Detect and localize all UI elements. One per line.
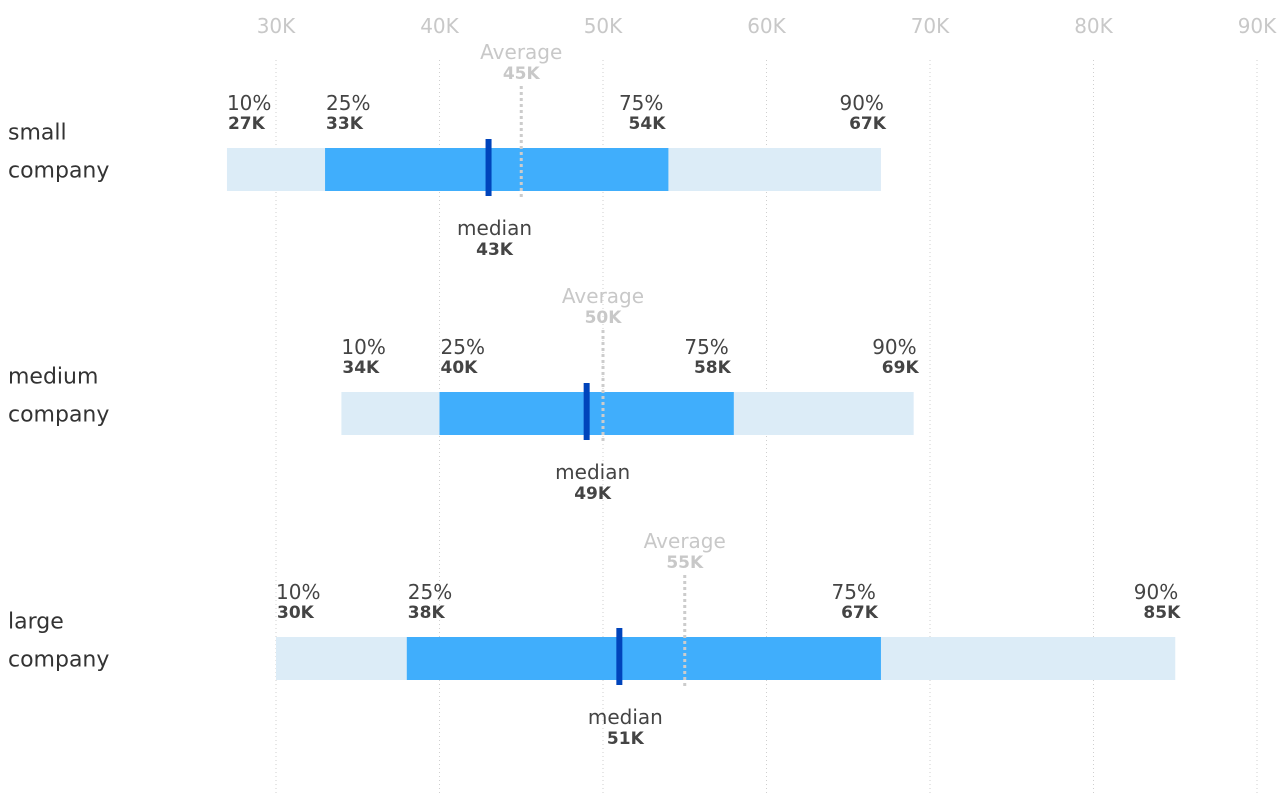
p10-value: 34K — [342, 358, 380, 378]
category-label-line: small — [8, 121, 67, 146]
p75-value: 54K — [629, 114, 667, 134]
p90-value: 85K — [1143, 603, 1181, 623]
p90-value: 67K — [849, 114, 887, 134]
x-axis-tick-labels: 30K 40K 50K 60K 70K 80K 90K — [257, 14, 1277, 38]
p25-title: 25% — [441, 335, 485, 359]
p10-value: 30K — [277, 603, 315, 623]
category-label-line: company — [8, 648, 109, 673]
p25-title: 25% — [326, 91, 370, 115]
x-tick-label: 70K — [911, 14, 950, 38]
p10-title: 10% — [227, 91, 271, 115]
p90-value: 69K — [882, 358, 920, 378]
average-title: Average — [562, 284, 644, 308]
p90-title: 90% — [1134, 580, 1178, 604]
x-tick-label: 40K — [420, 14, 459, 38]
p10-title: 10% — [341, 335, 385, 359]
p90-title: 90% — [839, 91, 883, 115]
median-marker — [583, 383, 590, 440]
x-tick-label: 80K — [1074, 14, 1113, 38]
median-marker — [485, 139, 492, 196]
p25-value: 38K — [408, 603, 446, 623]
category-label-line: company — [8, 403, 109, 428]
median-value: 51K — [607, 729, 645, 749]
category-rows: smallcompanyAverage45Kmedian43K10%27K25%… — [8, 40, 1181, 749]
p75-title: 75% — [684, 335, 728, 359]
range-bar-25-75 — [325, 148, 669, 191]
p75-value: 58K — [694, 358, 732, 378]
p25-value: 33K — [326, 114, 364, 134]
average-title: Average — [480, 40, 562, 64]
average-value: 50K — [585, 308, 623, 328]
p10-title: 10% — [276, 580, 320, 604]
median-value: 49K — [574, 484, 612, 504]
median-value: 43K — [476, 240, 514, 260]
p25-value: 40K — [441, 358, 479, 378]
median-title: median — [588, 705, 663, 729]
median-marker — [616, 628, 623, 685]
category-label-line: large — [8, 610, 64, 635]
p75-title: 75% — [619, 91, 663, 115]
x-tick-label: 50K — [584, 14, 623, 38]
category-label-line: company — [8, 159, 109, 184]
average-title: Average — [644, 529, 726, 553]
range-bar-25-75 — [406, 637, 881, 680]
median-title: median — [555, 460, 630, 484]
p25-title: 25% — [408, 580, 452, 604]
p90-title: 90% — [872, 335, 916, 359]
x-tick-label: 90K — [1238, 14, 1277, 38]
p10-value: 27K — [228, 114, 266, 134]
x-tick-label: 60K — [747, 14, 786, 38]
x-tick-label: 30K — [257, 14, 296, 38]
p75-title: 75% — [831, 580, 875, 604]
average-value: 55K — [666, 553, 704, 573]
p75-value: 67K — [841, 603, 879, 623]
average-value: 45K — [503, 64, 541, 84]
category-label-line: medium — [8, 365, 98, 390]
median-title: median — [457, 216, 532, 240]
